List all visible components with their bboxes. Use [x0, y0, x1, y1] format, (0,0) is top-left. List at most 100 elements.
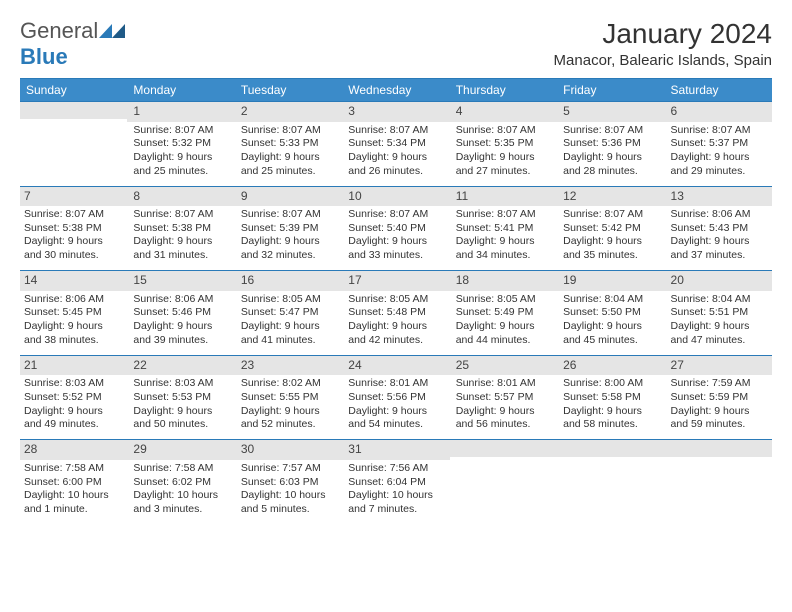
day-info-line: Sunrise: 8:07 AM: [671, 124, 766, 138]
day-body: Sunrise: 8:07 AMSunset: 5:33 PMDaylight:…: [235, 122, 342, 186]
day-cell: [665, 439, 772, 524]
day-body: Sunrise: 8:06 AMSunset: 5:45 PMDaylight:…: [20, 291, 127, 355]
day-info-line: Sunrise: 8:06 AM: [133, 293, 228, 307]
weekday-header-row: Sunday Monday Tuesday Wednesday Thursday…: [20, 79, 772, 102]
day-info-line: and 41 minutes.: [241, 334, 336, 348]
day-cell: 8Sunrise: 8:07 AMSunset: 5:38 PMDaylight…: [127, 186, 234, 271]
day-info-line: Sunrise: 7:57 AM: [241, 462, 336, 476]
day-info-line: Daylight: 9 hours: [563, 405, 658, 419]
day-info-line: Sunrise: 8:05 AM: [348, 293, 443, 307]
day-info-line: and 31 minutes.: [133, 249, 228, 263]
day-info-line: Sunrise: 8:02 AM: [241, 377, 336, 391]
day-body: Sunrise: 8:07 AMSunset: 5:36 PMDaylight:…: [557, 122, 664, 186]
day-cell: 27Sunrise: 7:59 AMSunset: 5:59 PMDayligh…: [665, 355, 772, 440]
day-info-line: Sunset: 5:33 PM: [241, 137, 336, 151]
day-cell: 29Sunrise: 7:58 AMSunset: 6:02 PMDayligh…: [127, 439, 234, 524]
day-info-line: and 26 minutes.: [348, 165, 443, 179]
day-cell: 15Sunrise: 8:06 AMSunset: 5:46 PMDayligh…: [127, 270, 234, 355]
week-row: 28Sunrise: 7:58 AMSunset: 6:00 PMDayligh…: [20, 439, 772, 524]
day-body: Sunrise: 8:03 AMSunset: 5:52 PMDaylight:…: [20, 375, 127, 439]
day-info-line: and 29 minutes.: [671, 165, 766, 179]
day-info-line: Sunrise: 8:07 AM: [241, 124, 336, 138]
day-cell: 23Sunrise: 8:02 AMSunset: 5:55 PMDayligh…: [235, 355, 342, 440]
day-body: Sunrise: 8:05 AMSunset: 5:47 PMDaylight:…: [235, 291, 342, 355]
day-number: 23: [235, 355, 342, 376]
day-body: Sunrise: 8:07 AMSunset: 5:38 PMDaylight:…: [20, 206, 127, 270]
day-info-line: and 5 minutes.: [241, 503, 336, 517]
day-info-line: Sunset: 5:37 PM: [671, 137, 766, 151]
day-info-line: Daylight: 9 hours: [133, 235, 228, 249]
day-info-line: Sunset: 5:48 PM: [348, 306, 443, 320]
day-info-line: Daylight: 9 hours: [241, 320, 336, 334]
day-number: 13: [665, 186, 772, 207]
day-info-line: Sunrise: 8:07 AM: [348, 124, 443, 138]
day-info-line: Sunset: 5:34 PM: [348, 137, 443, 151]
day-number: 28: [20, 439, 127, 460]
day-body: Sunrise: 8:04 AMSunset: 5:50 PMDaylight:…: [557, 291, 664, 355]
day-info-line: and 1 minute.: [24, 503, 121, 517]
day-number: 9: [235, 186, 342, 207]
day-cell: 21Sunrise: 8:03 AMSunset: 5:52 PMDayligh…: [20, 355, 127, 440]
day-body: Sunrise: 8:03 AMSunset: 5:53 PMDaylight:…: [127, 375, 234, 439]
day-number: 25: [450, 355, 557, 376]
day-cell: 9Sunrise: 8:07 AMSunset: 5:39 PMDaylight…: [235, 186, 342, 271]
day-info-line: Daylight: 10 hours: [348, 489, 443, 503]
day-info-line: Sunset: 5:35 PM: [456, 137, 551, 151]
day-info-line: Sunrise: 8:07 AM: [563, 124, 658, 138]
day-info-line: Sunrise: 8:03 AM: [133, 377, 228, 391]
day-info-line: and 52 minutes.: [241, 418, 336, 432]
day-cell: 18Sunrise: 8:05 AMSunset: 5:49 PMDayligh…: [450, 270, 557, 355]
day-info-line: Sunrise: 8:07 AM: [456, 208, 551, 222]
day-info-line: and 59 minutes.: [671, 418, 766, 432]
day-body: Sunrise: 8:07 AMSunset: 5:41 PMDaylight:…: [450, 206, 557, 270]
day-number: 19: [557, 270, 664, 291]
day-number: 10: [342, 186, 449, 207]
day-body: Sunrise: 7:57 AMSunset: 6:03 PMDaylight:…: [235, 460, 342, 524]
day-info-line: Daylight: 9 hours: [456, 320, 551, 334]
weekday-header: Thursday: [450, 79, 557, 102]
day-body: Sunrise: 8:07 AMSunset: 5:37 PMDaylight:…: [665, 122, 772, 186]
day-info-line: Daylight: 9 hours: [24, 320, 121, 334]
day-info-line: Sunrise: 8:05 AM: [241, 293, 336, 307]
day-info-line: Daylight: 9 hours: [133, 320, 228, 334]
calendar-table: Sunday Monday Tuesday Wednesday Thursday…: [20, 78, 772, 524]
day-info-line: and 28 minutes.: [563, 165, 658, 179]
day-cell: 2Sunrise: 8:07 AMSunset: 5:33 PMDaylight…: [235, 101, 342, 186]
day-info-line: Daylight: 9 hours: [563, 151, 658, 165]
day-info-line: Sunset: 5:56 PM: [348, 391, 443, 405]
day-info-line: and 30 minutes.: [24, 249, 121, 263]
day-info-line: and 32 minutes.: [241, 249, 336, 263]
weekday-header: Saturday: [665, 79, 772, 102]
day-info-line: and 56 minutes.: [456, 418, 551, 432]
day-info-line: Sunset: 6:04 PM: [348, 476, 443, 490]
day-info-line: Sunrise: 8:07 AM: [133, 208, 228, 222]
day-info-line: Sunset: 6:03 PM: [241, 476, 336, 490]
day-number: 16: [235, 270, 342, 291]
weekday-header: Tuesday: [235, 79, 342, 102]
day-body: Sunrise: 8:07 AMSunset: 5:38 PMDaylight:…: [127, 206, 234, 270]
day-cell: 28Sunrise: 7:58 AMSunset: 6:00 PMDayligh…: [20, 439, 127, 524]
day-info-line: and 58 minutes.: [563, 418, 658, 432]
day-info-line: Sunrise: 8:03 AM: [24, 377, 121, 391]
logo-text-2: Blue: [20, 44, 68, 69]
day-info-line: Daylight: 10 hours: [133, 489, 228, 503]
day-info-line: Sunset: 5:38 PM: [24, 222, 121, 236]
day-body: Sunrise: 8:01 AMSunset: 5:57 PMDaylight:…: [450, 375, 557, 439]
day-number: 6: [665, 101, 772, 122]
day-body: Sunrise: 8:07 AMSunset: 5:40 PMDaylight:…: [342, 206, 449, 270]
day-cell: 12Sunrise: 8:07 AMSunset: 5:42 PMDayligh…: [557, 186, 664, 271]
day-body: [20, 119, 127, 183]
day-cell: 26Sunrise: 8:00 AMSunset: 5:58 PMDayligh…: [557, 355, 664, 440]
day-info-line: Sunrise: 8:07 AM: [563, 208, 658, 222]
day-number: 8: [127, 186, 234, 207]
day-info-line: Sunset: 5:39 PM: [241, 222, 336, 236]
day-info-line: Sunrise: 7:58 AM: [133, 462, 228, 476]
logo: General Blue: [20, 18, 125, 70]
day-info-line: Daylight: 9 hours: [24, 235, 121, 249]
day-info-line: Daylight: 9 hours: [671, 151, 766, 165]
day-cell: 25Sunrise: 8:01 AMSunset: 5:57 PMDayligh…: [450, 355, 557, 440]
day-body: Sunrise: 8:05 AMSunset: 5:48 PMDaylight:…: [342, 291, 449, 355]
day-info-line: Sunrise: 8:06 AM: [671, 208, 766, 222]
day-info-line: and 54 minutes.: [348, 418, 443, 432]
day-cell: 31Sunrise: 7:56 AMSunset: 6:04 PMDayligh…: [342, 439, 449, 524]
